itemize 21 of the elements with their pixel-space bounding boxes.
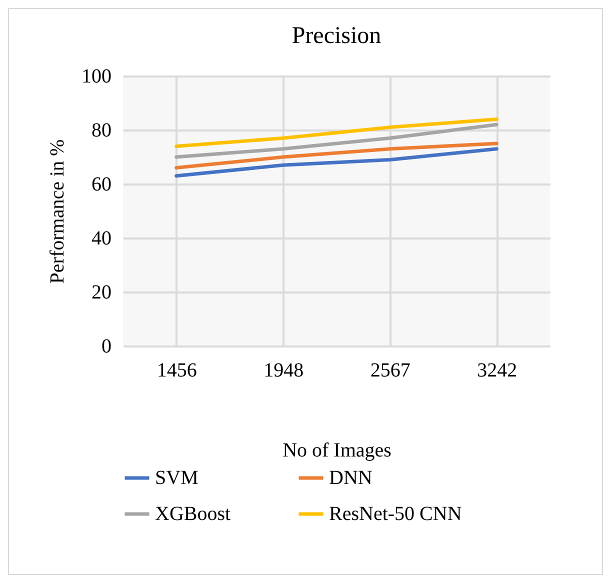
- line-series: [174, 117, 498, 148]
- y-tick-label: 80: [92, 120, 112, 142]
- legend-label: DNN: [329, 467, 372, 489]
- y-tick-label: 40: [92, 228, 112, 250]
- y-tick-label: 60: [92, 174, 112, 196]
- x-tick-label: 3242: [477, 360, 518, 382]
- y-tick-label: 20: [92, 282, 112, 304]
- line-series: [174, 147, 498, 178]
- legend-label: ResNet-50 CNN: [329, 503, 462, 525]
- x-axis-title: No of Images: [282, 440, 392, 462]
- y-tick-label: 0: [102, 336, 112, 358]
- y-tick-label: 100: [82, 66, 112, 88]
- legend-label: XGBoost: [155, 503, 232, 525]
- x-tick-label: 1456: [156, 360, 197, 382]
- chart-title: Precision: [292, 23, 382, 49]
- y-axis-title: Performance in %: [46, 139, 68, 284]
- x-tick-label: 2567: [370, 360, 410, 382]
- line-series: [174, 122, 498, 159]
- x-tick-label: 1948: [264, 360, 304, 382]
- line-series: [174, 142, 498, 170]
- legend-label: SVM: [155, 467, 199, 489]
